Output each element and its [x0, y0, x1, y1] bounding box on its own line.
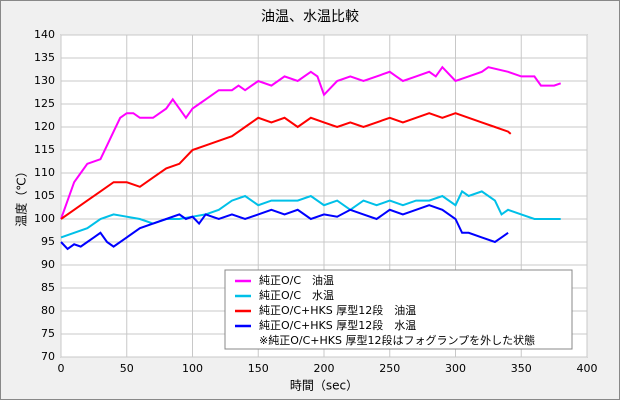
y-tick-label: 70 — [41, 350, 55, 363]
y-tick-label: 95 — [41, 235, 55, 248]
x-tick-label: 250 — [379, 362, 400, 375]
y-tick-label: 85 — [41, 281, 55, 294]
y-tick-label: 90 — [41, 258, 55, 271]
y-tick-label: 130 — [34, 74, 55, 87]
annotation: ※純正O/C+HKS 厚型12段はフォグランプを外した状態 — [259, 333, 535, 347]
legend-label: 純正O/C 水温 — [259, 289, 334, 302]
y-tick-label: 100 — [34, 212, 55, 225]
y-tick-label: 120 — [34, 120, 55, 133]
series-line — [60, 112, 512, 220]
y-tick-label: 135 — [34, 51, 55, 64]
series-line — [60, 189, 561, 239]
y-tick-label: 80 — [41, 304, 55, 317]
legend-label: 純正O/C+HKS 厚型12段 油温 — [259, 303, 416, 317]
x-tick-label: 50 — [120, 362, 134, 375]
x-tick-label: 400 — [577, 362, 598, 375]
y-tick-label: 110 — [34, 166, 55, 179]
x-tick-label: 150 — [248, 362, 269, 375]
x-axis-label: 時間（sec） — [290, 379, 358, 393]
series-line — [60, 65, 562, 220]
y-tick-label: 140 — [34, 28, 55, 41]
x-tick-label: 0 — [58, 362, 65, 375]
y-axis-label: 温度（℃） — [14, 165, 29, 226]
y-tick-label: 75 — [41, 327, 55, 340]
y-tick-label: 115 — [34, 143, 55, 156]
series-line — [60, 204, 509, 251]
x-tick-label: 300 — [445, 362, 466, 375]
legend-label: 純正O/C 油温 — [259, 273, 334, 287]
legend-box — [224, 269, 573, 350]
x-tick-label: 100 — [182, 362, 203, 375]
legend-label: 純正O/C+HKS 厚型12段 水温 — [259, 318, 416, 332]
x-tick-label: 350 — [511, 362, 532, 375]
y-tick-label: 125 — [34, 97, 55, 110]
chart-title: 油温、水温比較 — [261, 9, 359, 25]
x-tick-label: 200 — [314, 362, 335, 375]
y-tick-label: 105 — [34, 189, 55, 202]
